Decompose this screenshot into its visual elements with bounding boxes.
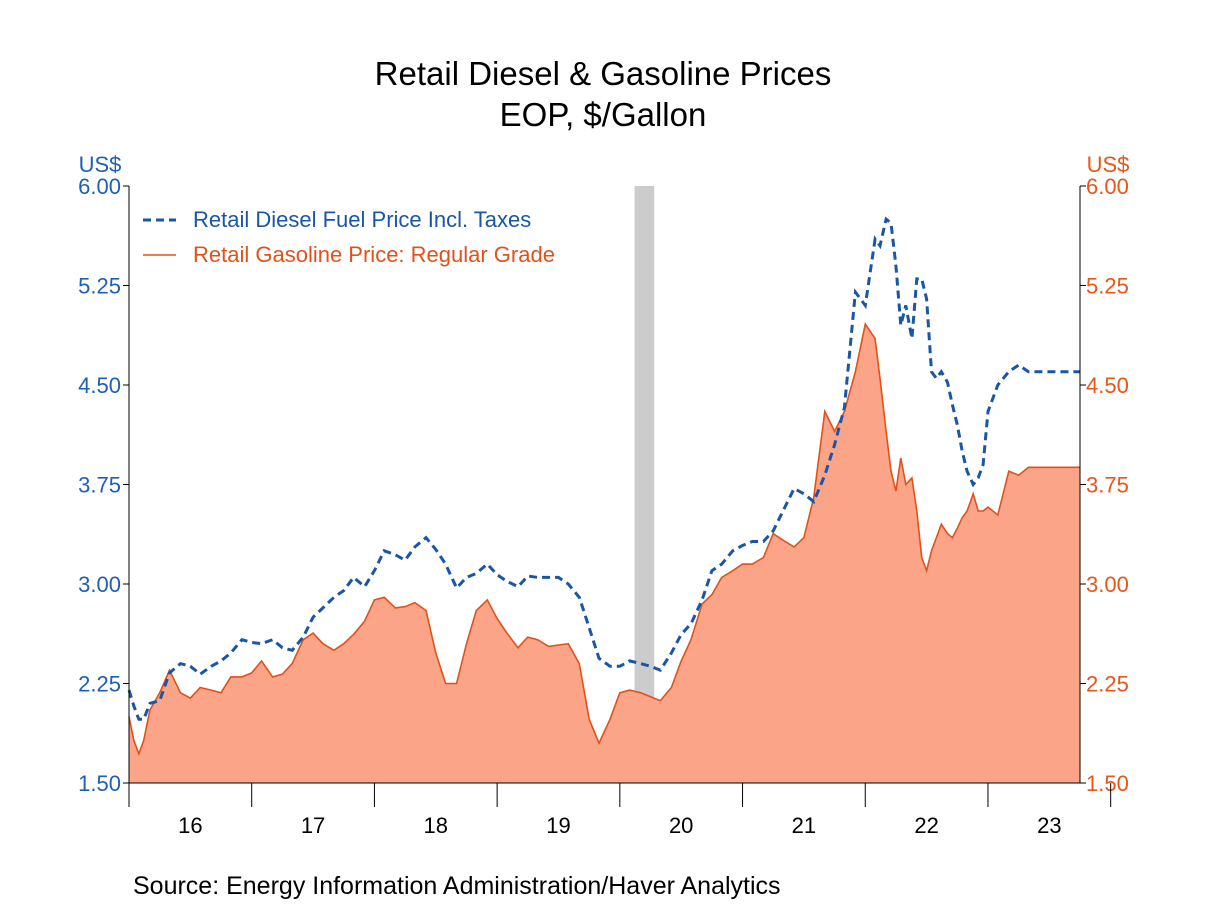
chart-subtitle: EOP, $/Gallon [500,96,707,133]
right-y-tick-label: 5.25 [1086,274,1129,299]
legend: Retail Diesel Fuel Price Incl. Taxes Ret… [143,207,555,267]
x-tick-label: 17 [301,813,325,838]
left-y-tick-label: 5.25 [78,274,121,299]
left-y-tick-label: 1.50 [78,771,121,796]
right-y-tick-label: 1.50 [1086,771,1129,796]
left-y-tick-label: 3.75 [78,473,121,498]
left-y-tick-label: 2.25 [78,672,121,697]
left-y-tick-label: 3.00 [78,572,121,597]
x-tick-label: 21 [792,813,816,838]
gasoline-area [129,324,1080,783]
right-y-tick-label: 4.50 [1086,373,1129,398]
diesel-line [127,216,1080,721]
right-y-tick-label: 3.75 [1086,473,1129,498]
left-y-axis-ticks: 6.00 5.25 4.50 3.75 3.00 2.25 1.50 [78,174,129,796]
chart-title: Retail Diesel & Gasoline Prices [375,55,832,92]
x-tick-label: 23 [1037,813,1061,838]
legend-gasoline-label: Retail Gasoline Price: Regular Grade [193,242,555,267]
recession-band-layer [634,186,655,783]
recession-band [634,186,655,783]
x-tick-label: 22 [914,813,938,838]
right-y-tick-label: 2.25 [1086,672,1129,697]
left-y-tick-label: 4.50 [78,373,121,398]
x-tick-label: 19 [546,813,570,838]
x-tick-label: 18 [424,813,448,838]
x-axis-ticks: 16 17 18 19 20 21 22 23 [128,783,1112,838]
right-y-tick-label: 6.00 [1086,174,1129,199]
x-tick-label: 20 [669,813,693,838]
source-note: Source: Energy Information Administratio… [133,872,781,900]
legend-diesel-label: Retail Diesel Fuel Price Incl. Taxes [193,207,531,232]
left-axis-unit-label: US$ [79,152,122,177]
right-axis-unit-label: US$ [1087,152,1130,177]
right-y-axis-ticks: 6.00 5.25 4.50 3.75 3.00 2.25 1.50 [1080,174,1129,796]
diesel-line-layer [127,216,1080,721]
left-y-tick-label: 6.00 [78,174,121,199]
x-tick-label: 16 [178,813,202,838]
gasoline-area-layer [128,321,1080,783]
gasoline-line [128,321,1080,757]
right-y-tick-label: 3.00 [1086,572,1129,597]
